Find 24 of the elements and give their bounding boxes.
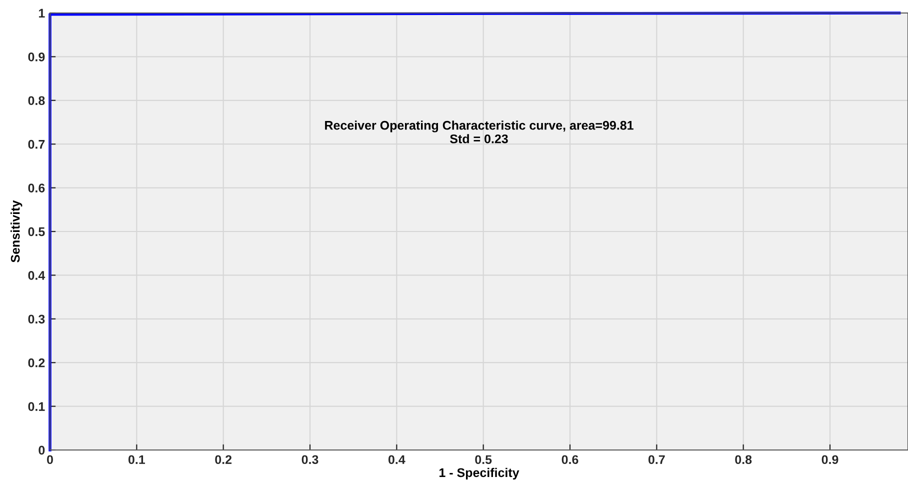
y-tick-label: 0.6 xyxy=(28,184,45,192)
y-tick-label: 0.5 xyxy=(28,227,45,236)
y-tick-label: 0.9 xyxy=(28,52,45,62)
y-tick-label: 0.4 xyxy=(28,271,46,280)
y-tick-label: 0.2 xyxy=(28,358,45,368)
y-tick-label: 0.8 xyxy=(28,96,45,106)
x-tick-label: 0.5 xyxy=(475,455,492,464)
annotation: Receiver Operating Characteristic curve, area=99.81 Std = 0.23 xyxy=(325,120,634,144)
y-tick-label: 1 xyxy=(38,8,45,18)
x-tick-label: 0.2 xyxy=(215,455,232,464)
x-tick-label: 0.4 xyxy=(388,455,406,464)
y-tick-label: 0 xyxy=(38,446,45,455)
x-tick-label: 0.7 xyxy=(648,455,665,464)
y-tick-label: 0.7 xyxy=(28,140,45,149)
x-tick-label: 0.3 xyxy=(302,455,318,464)
y-tick-label: 0.3 xyxy=(28,314,45,324)
x-tick-label: 0 xyxy=(47,455,53,464)
x-tick-label: 0.1 xyxy=(128,455,146,464)
y-tick-label: 0.1 xyxy=(28,402,45,411)
x-axis-title: 1 - Specificity xyxy=(440,468,520,480)
x-tick-label: 0.9 xyxy=(822,455,838,464)
x-tick-label: 0.6 xyxy=(562,455,578,464)
y-axis-title: Sensitivity xyxy=(10,200,22,262)
x-tick-label: 0.8 xyxy=(735,455,752,464)
